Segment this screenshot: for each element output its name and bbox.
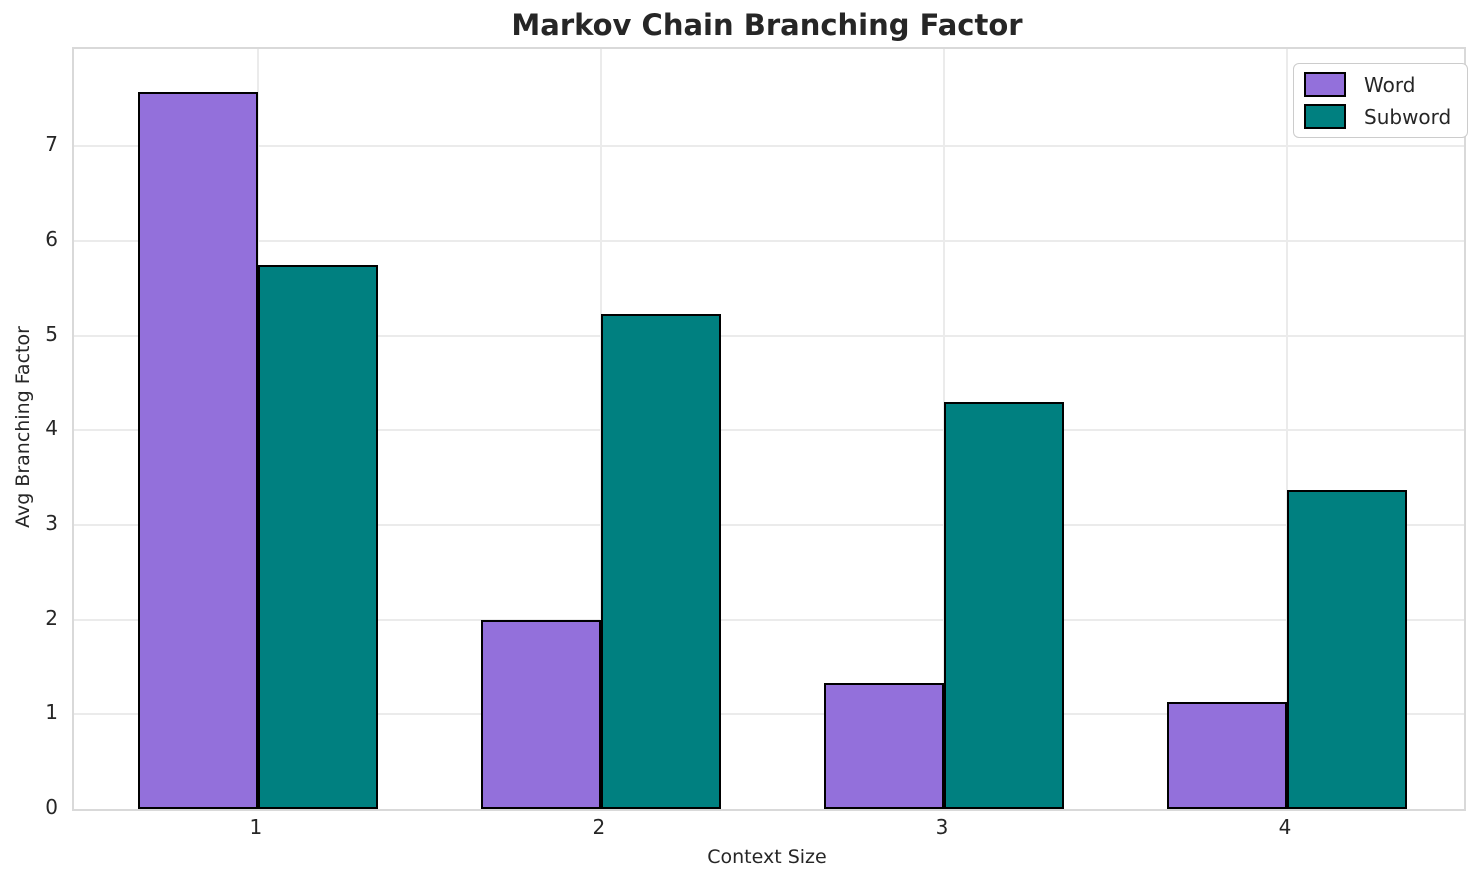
gridline-vertical: [1285, 49, 1288, 809]
gridline-horizontal: [74, 240, 1464, 243]
y-tick-label: 3: [45, 511, 58, 536]
legend-label: Subword: [1364, 104, 1452, 129]
y-tick-label: 7: [45, 132, 58, 157]
x-axis-label: Context Size: [707, 846, 827, 868]
legend-swatch-word: [1304, 72, 1346, 97]
legend-entry-subword: Subword: [1304, 104, 1451, 129]
bar-word-context-2: [480, 619, 601, 809]
bar-word-context-3: [823, 683, 944, 809]
legend-label: Word: [1364, 72, 1416, 97]
y-tick-label: 6: [45, 227, 58, 252]
bar-subword-context-2: [600, 314, 721, 809]
plot-area: [72, 47, 1466, 811]
legend: Word Subword: [1293, 63, 1469, 138]
gridline-horizontal: [74, 429, 1464, 432]
y-tick-label: 0: [45, 795, 58, 819]
gridline-horizontal: [74, 145, 1464, 148]
y-tick-label: 4: [45, 416, 58, 441]
gridline-horizontal: [74, 713, 1464, 716]
y-tick-label: 2: [45, 605, 58, 630]
chart-title: Markov Chain Branching Factor: [511, 8, 1023, 42]
gridline-horizontal: [74, 618, 1464, 621]
legend-swatch-subword: [1304, 104, 1346, 129]
bar-subword-context-1: [257, 264, 378, 809]
bar-subword-context-4: [1286, 490, 1408, 809]
y-axis-label: Avg Branching Factor: [12, 326, 34, 528]
legend-entry-word: Word: [1304, 72, 1451, 97]
gridline-horizontal: [74, 334, 1464, 337]
gridline-horizontal: [74, 524, 1464, 527]
bar-word-context-1: [137, 91, 258, 809]
x-tick-label: 1: [249, 815, 263, 839]
x-tick-label: 2: [592, 815, 606, 839]
bar-word-context-4: [1166, 702, 1287, 809]
y-tick-label: 5: [45, 321, 58, 346]
bar-subword-context-3: [943, 402, 1064, 809]
x-tick-label: 4: [1278, 815, 1292, 839]
y-tick-label: 1: [45, 700, 58, 725]
x-tick-label: 3: [935, 815, 949, 839]
